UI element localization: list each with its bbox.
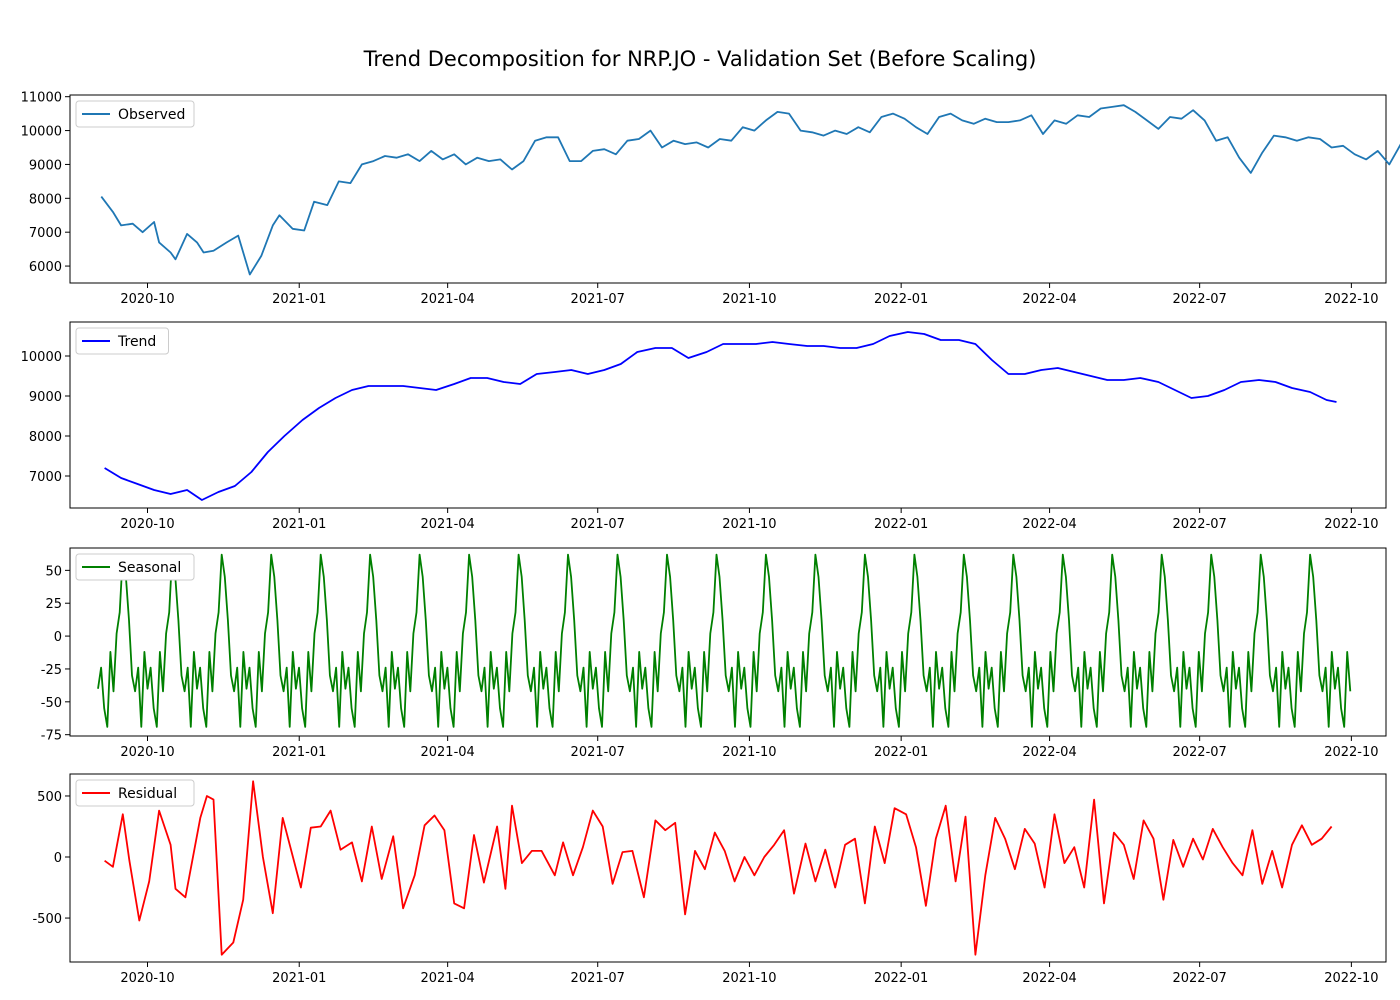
x-tick-label: 2022-10 — [1324, 517, 1378, 532]
x-tick-label: 2021-10 — [722, 971, 776, 986]
axes-frame — [69, 94, 1387, 284]
x-tick-label: 2022-07 — [1172, 517, 1226, 532]
y-tick-label: 8000 — [29, 430, 62, 445]
figure-title: Trend Decomposition for NRP.JO - Validat… — [363, 47, 1037, 71]
legend: Seasonal — [75, 553, 195, 581]
x-tick-label: 2022-01 — [874, 517, 928, 532]
y-tick-label: 9000 — [29, 390, 62, 405]
x-tick-label: 2020-10 — [120, 745, 174, 760]
axes-frame — [69, 321, 1387, 509]
x-tick-label: 2021-07 — [571, 971, 625, 986]
x-tick-label: 2021-10 — [722, 517, 776, 532]
y-tick-label: 0 — [54, 630, 62, 645]
subplot-seasonal: -75 -50 -25 0 25 50 2020-10 2021-01 2021-04 2021-… — [41, 547, 1387, 760]
x-tick-label: 2022-04 — [1022, 971, 1076, 986]
x-tick-label: 2021-04 — [420, 745, 474, 760]
y-tick-label: -500 — [32, 912, 62, 927]
y-tick-label: 25 — [45, 597, 62, 612]
x-tick-label: 2022-10 — [1324, 292, 1378, 307]
y-tick-label: 8000 — [29, 192, 62, 207]
y-tick-label: 7000 — [29, 470, 62, 485]
x-tick-label: 2021-04 — [420, 517, 474, 532]
y-tick-label: 6000 — [29, 260, 62, 275]
legend-box — [75, 553, 195, 581]
subplot-observed: 6000 7000 8000 9000 10000 11000 2020-10 2021-01… — [21, 91, 1400, 307]
legend-box — [75, 327, 169, 355]
y-tick-label: 50 — [45, 564, 62, 579]
legend-box — [75, 779, 195, 807]
x-tick-label: 2021-10 — [722, 292, 776, 307]
subplot-trend: 7000 8000 9000 10000 2020-10 2021-01 2021-04 20… — [21, 321, 1387, 532]
y-tick-label: 500 — [37, 790, 62, 805]
x-tick-label: 2020-10 — [120, 517, 174, 532]
x-tick-label: 2021-04 — [420, 971, 474, 986]
x-tick-label: 2021-01 — [272, 292, 326, 307]
x-tick-label: 2021-01 — [272, 517, 326, 532]
x-tick-label: 2021-04 — [420, 292, 474, 307]
y-tick-label: 7000 — [29, 226, 62, 241]
x-tick-label: 2022-10 — [1324, 745, 1378, 760]
x-tick-label: 2021-10 — [722, 745, 776, 760]
subplot-panels: 6000 7000 8000 9000 10000 11000 2020-10 2021-01… — [21, 91, 1400, 986]
legend-label: Trend — [117, 334, 156, 350]
x-tick-label: 2022-04 — [1022, 517, 1076, 532]
y-tick-label: -50 — [41, 696, 62, 711]
legend: Trend — [75, 327, 169, 355]
series-line-residual — [104, 780, 1333, 956]
x-tick-label: 2021-07 — [571, 745, 625, 760]
y-tick-label: 11000 — [21, 91, 62, 106]
x-tick-label: 2021-01 — [272, 971, 326, 986]
x-tick-label: 2022-07 — [1172, 745, 1226, 760]
axes-frame — [69, 773, 1387, 963]
x-tick-label: 2022-01 — [874, 971, 928, 986]
series-line-trend — [104, 331, 1337, 501]
x-tick-label: 2022-01 — [874, 745, 928, 760]
legend-box — [75, 100, 195, 128]
y-tick-label: 10000 — [21, 350, 62, 365]
y-tick-label: -75 — [41, 729, 62, 744]
x-tick-label: 2022-01 — [874, 292, 928, 307]
legend-label: Residual — [118, 786, 177, 802]
legend-label: Seasonal — [118, 560, 181, 576]
x-tick-label: 2021-07 — [571, 517, 625, 532]
y-tick-label: 10000 — [21, 125, 62, 140]
x-tick-label: 2020-10 — [120, 971, 174, 986]
x-tick-label: 2022-07 — [1172, 292, 1226, 307]
x-tick-label: 2022-04 — [1022, 745, 1076, 760]
legend: Observed — [75, 100, 195, 128]
axes-frame — [69, 547, 1387, 737]
legend: Residual — [75, 779, 195, 807]
subplot-residual: -500 0 500 2020-10 2021-01 2021-04 2021-07 2021… — [32, 773, 1387, 986]
x-tick-label: 2021-07 — [571, 292, 625, 307]
series-line-observed — [100, 104, 1400, 276]
x-tick-label: 2022-07 — [1172, 971, 1226, 986]
x-tick-label: 2021-01 — [272, 745, 326, 760]
legend-label: Observed — [118, 107, 185, 123]
series-line-seasonal — [97, 553, 1352, 728]
y-tick-label: 0 — [54, 851, 62, 866]
x-tick-label: 2020-10 — [120, 292, 174, 307]
x-tick-label: 2022-10 — [1324, 971, 1378, 986]
y-tick-label: 9000 — [29, 158, 62, 173]
x-tick-label: 2022-04 — [1022, 292, 1076, 307]
y-tick-label: -25 — [41, 663, 62, 678]
